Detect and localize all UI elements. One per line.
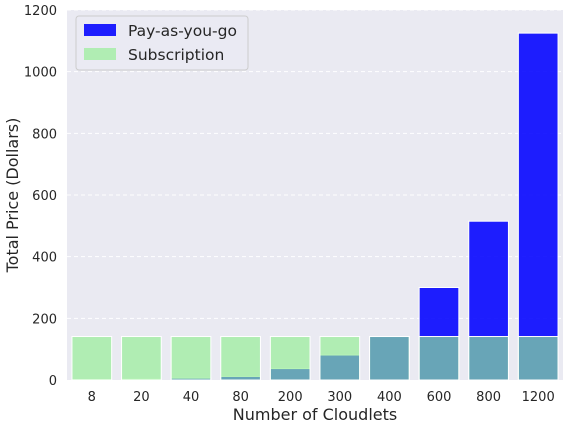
bar-subscription-200: [269, 336, 311, 381]
y-tick-label: 0: [49, 374, 57, 389]
y-tick-label: 800: [32, 127, 57, 142]
y-tick-labels: 0 200 400 600 800 1000 1200: [24, 4, 57, 389]
y-axis-label: Total Price (Dollars): [3, 118, 22, 274]
x-tick-label: 20: [133, 390, 150, 405]
bar-subscription-1200: [517, 336, 559, 381]
x-tick-label: 600: [427, 390, 452, 405]
bar-subscription-800: [468, 336, 509, 381]
x-tick-label: 300: [327, 390, 352, 405]
bar-subscription-8: [71, 336, 113, 381]
legend-swatch-pay-as-you-go: [84, 24, 116, 36]
x-axis-label: Number of Cloudlets: [233, 405, 397, 424]
legend: Pay-as-you-go Subscription: [75, 15, 249, 71]
subscription-bars: [71, 336, 559, 381]
y-tick-label: 1000: [24, 66, 57, 81]
y-tick-label: 1200: [24, 4, 57, 19]
x-tick-label: 8: [88, 390, 96, 405]
legend-label-pay-as-you-go: Pay-as-you-go: [128, 22, 237, 40]
x-tick-label: 800: [476, 390, 501, 405]
y-tick-label: 600: [32, 189, 57, 204]
bar-subscription-20: [121, 336, 162, 381]
y-tick-label: 400: [32, 251, 57, 266]
legend-label-subscription: Subscription: [128, 46, 224, 64]
legend-swatch-subscription: [84, 48, 116, 60]
bar-pay-as-you-go-1200: [517, 32, 559, 381]
x-tick-label: 80: [232, 390, 249, 405]
bar-subscription-600: [418, 336, 460, 381]
x-tick-labels: 8 20 40 80 200 300 400 600 800 1200: [88, 390, 555, 405]
bar-subscription-300: [319, 336, 361, 381]
x-tick-label: 40: [183, 390, 200, 405]
y-tick-label: 200: [32, 312, 57, 327]
x-tick-label: 200: [278, 390, 303, 405]
bar-subscription-80: [220, 336, 261, 381]
legend-box: [75, 15, 249, 71]
x-tick-label: 1200: [522, 390, 555, 405]
bar-subscription-400: [369, 336, 410, 381]
bar-subscription-40: [170, 336, 212, 381]
x-tick-label: 400: [377, 390, 402, 405]
